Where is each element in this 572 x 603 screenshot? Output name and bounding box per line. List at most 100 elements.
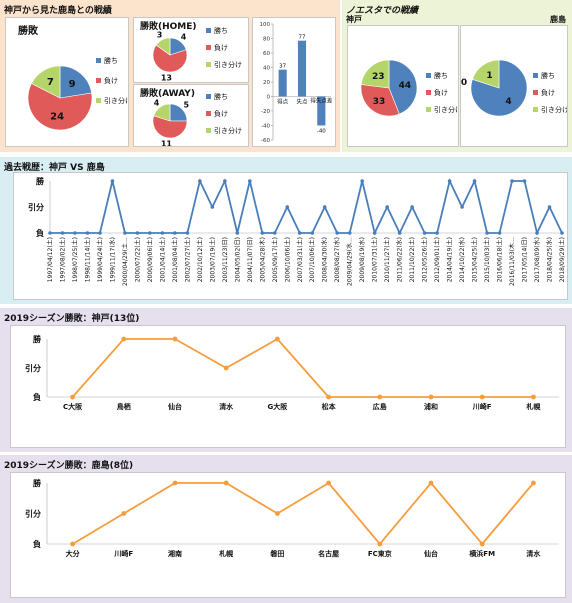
pie-slice-1 <box>360 84 400 117</box>
x-tick-label: 2001/08/04(土) <box>171 237 179 282</box>
legend-label: 引き分け <box>104 96 128 105</box>
legend-label: 引き分け <box>214 126 242 135</box>
away-pie-card: 勝敗(AWAY) 5 11 4 勝ち 負け 引き分け <box>133 84 249 149</box>
x-tick-label: 清水 <box>526 549 541 558</box>
pie-data-label: 24 <box>50 111 64 122</box>
pie-slice-2 <box>360 59 390 89</box>
x-tick-label: 2010/11/27(土) <box>383 237 391 282</box>
season-kashima-title: 2019シーズン勝敗：鹿島(8位) <box>4 461 134 471</box>
legend-label: 勝ち <box>214 92 228 101</box>
pie-data-label: 23 <box>372 72 385 82</box>
data-point <box>479 541 485 547</box>
pie-data-label: 4 <box>154 98 160 107</box>
legend-swatch-2 <box>533 107 538 112</box>
season-kashima-chart-card: 負 引分 勝大分 川崎F 湘南 札幌 磐田 名古屋 FC東京 仙台 横浜FM 清水 <box>10 472 566 598</box>
x-tick-label: 2000/09/06(土) <box>146 237 154 282</box>
legend-swatch-1 <box>533 90 538 95</box>
pie-slice-0 <box>388 59 418 115</box>
data-point <box>535 231 539 235</box>
pie-data-label: 4 <box>505 97 511 107</box>
x-tick-label: 2002/10/12(土) <box>196 237 204 282</box>
legend-label: 負け <box>214 43 228 52</box>
y-category-label: 引分 <box>25 509 41 519</box>
data-point <box>531 394 536 400</box>
x-tick-label: 大分 <box>66 549 80 558</box>
data-point <box>497 231 502 235</box>
data-point <box>522 179 527 183</box>
data-point <box>285 205 290 209</box>
x-tick-label: 広島 <box>373 402 387 411</box>
x-tick-label: G大阪 <box>268 402 289 411</box>
pie-slice-0 <box>59 65 92 99</box>
y-tick-label: -20 <box>261 109 270 115</box>
pie-slice-2 <box>153 103 171 122</box>
y-category-label: 勝 <box>36 176 45 186</box>
y-tick-label: 60 <box>263 51 270 57</box>
x-tick-label: 横浜FM <box>469 549 495 558</box>
legend-swatch-1 <box>206 45 211 50</box>
x-tick-label: 2010/07/31(土) <box>371 237 379 282</box>
legend-swatch-0 <box>206 28 211 33</box>
legend-swatch-0 <box>426 73 431 78</box>
season-kashima-line-chart: 負 引分 勝大分 川崎F 湘南 札幌 磐田 名古屋 FC東京 仙台 横浜FM 清水 <box>25 478 559 558</box>
data-point <box>123 231 127 235</box>
legend-label: 引き分け <box>541 105 567 114</box>
pie-slice-2 <box>155 37 171 56</box>
legend-label: 勝ち <box>214 26 228 35</box>
season-kobe-line-chart: 負 引分 勝 C大阪 鳥栖 仙台 清水 G大阪 松本 広島 浦和 川崎F 札幌 <box>25 334 559 411</box>
y-category-label: 勝 <box>33 334 42 344</box>
data-point <box>447 179 452 183</box>
series-line <box>50 178 563 236</box>
y-tick-label: 100 <box>260 22 271 28</box>
y-tick-label: 0 <box>267 95 271 101</box>
legend-swatch-0 <box>96 58 101 63</box>
legend-swatch-2 <box>206 62 211 67</box>
data-point <box>372 231 377 235</box>
x-tick-label: 鳥栖 <box>117 402 131 411</box>
data-point <box>385 205 389 209</box>
bar-data-label: 77 <box>299 35 306 41</box>
pie-slice-1 <box>152 115 188 139</box>
x-tick-label: 2005/09/17(土) <box>271 237 279 282</box>
x-tick-label: 2018/09/29(土) <box>558 237 566 282</box>
data-point <box>479 394 485 400</box>
data-point <box>85 231 90 235</box>
data-point <box>326 480 331 486</box>
x-tick-label: 2007/03/31(土) <box>296 237 304 282</box>
data-point <box>98 231 102 235</box>
data-point <box>377 394 383 400</box>
y-category-label: 勝 <box>33 478 42 488</box>
goals-bar-card: -60 -40 -20 0 20 40 60 80 100 37 得点 77 失点 -40 得失点差 <box>252 17 336 147</box>
data-point <box>485 231 489 235</box>
pie-data-label: 11 <box>161 140 173 146</box>
x-tick-label: 2016/11/03(木… <box>508 237 516 286</box>
bar-category-label: 失点 <box>296 98 308 106</box>
x-tick-label: 札幌 <box>525 402 540 411</box>
x-tick-label: 1999/11/17(水) <box>108 237 116 282</box>
data-point <box>560 231 564 235</box>
x-tick-label: 2017/05/14(日) <box>522 237 529 282</box>
series-line <box>72 481 535 546</box>
data-point <box>531 480 536 486</box>
data-point <box>547 205 552 209</box>
bar-data-label: -40 <box>317 129 326 135</box>
x-tick-label: 2011/06/22(水) <box>396 237 404 282</box>
data-point <box>198 179 202 183</box>
x-tick-label: 仙台 <box>424 549 438 558</box>
bar-category-label: 得点 <box>277 98 289 106</box>
pie-title: 勝敗(AWAY) <box>140 87 195 99</box>
data-point <box>223 365 229 371</box>
legend-label: 勝ち <box>434 71 448 80</box>
x-tick-label: 2018/04/25(水) <box>546 237 554 282</box>
legend-label: 引き分け <box>214 60 242 69</box>
x-tick-label: 湘南 <box>168 549 182 558</box>
season-kobe-panel: 2019シーズン勝敗：神戸(13位) 負 引分 勝 C大阪 鳥栖 仙台 清水 G大阪 松本 広島 浦… <box>0 308 572 452</box>
data-point <box>428 394 434 400</box>
season-kobe-title: 2019シーズン勝敗：神戸(13位) <box>4 314 140 324</box>
goals-bar-chart: -60 -40 -20 0 20 40 60 80 100 37 得点 77 失点 -40 得失点差 <box>260 22 333 144</box>
legend-swatch-0 <box>533 73 538 78</box>
kobe-label: 神戸 <box>346 15 362 24</box>
data-point <box>172 480 178 486</box>
pie-data-label: 1 <box>486 71 492 81</box>
